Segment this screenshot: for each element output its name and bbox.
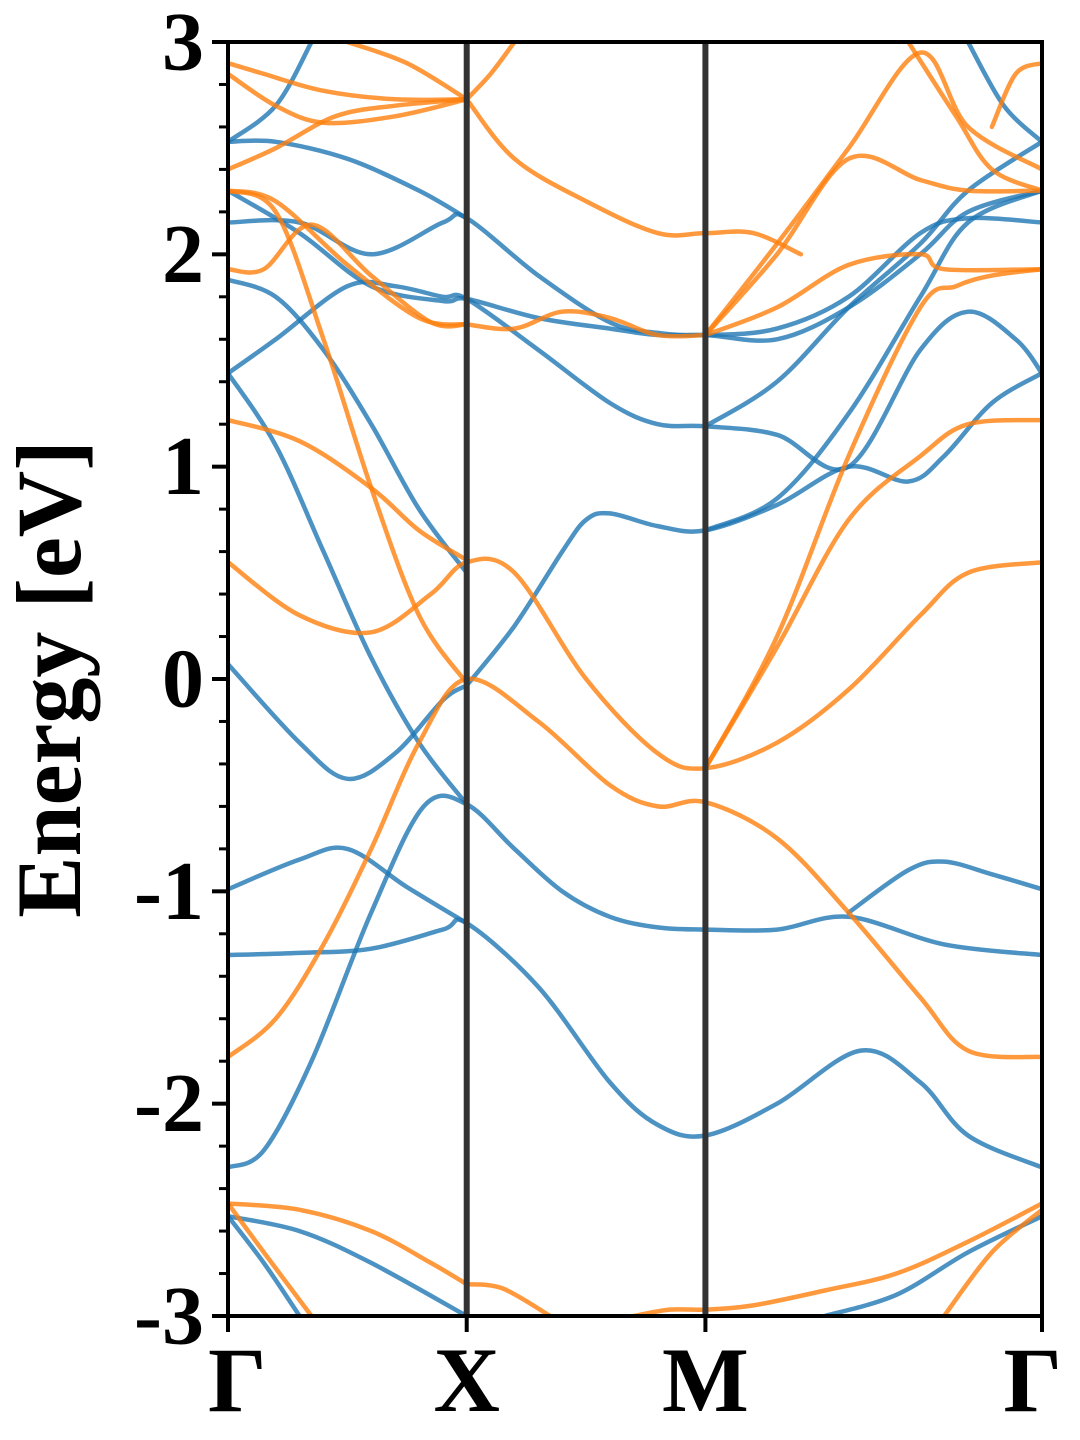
y-tick-label: -1 xyxy=(134,845,204,938)
y-tick-label: -3 xyxy=(134,1270,204,1363)
high-symmetry-lines xyxy=(463,42,709,1316)
band-line-spin-up-15 xyxy=(965,42,1042,145)
x-tick-label: Γ xyxy=(1003,1329,1062,1431)
band-line-spin-down-42 xyxy=(631,1201,1042,1316)
band-line-spin-up-3 xyxy=(464,370,1042,688)
band-line-spin-down-38 xyxy=(989,60,1042,130)
band-line-spin-up-1 xyxy=(228,917,1042,1170)
band-line-spin-down-31 xyxy=(228,60,469,103)
band-line-spin-up-14 xyxy=(703,139,1042,429)
band-line-spin-up-7 xyxy=(228,279,1042,472)
y-axis-label: Energy [eV] xyxy=(0,440,100,918)
y-tick-label: 3 xyxy=(162,0,204,89)
band-lines xyxy=(228,42,1042,1316)
band-line-spin-down-40 xyxy=(228,1201,314,1316)
band-line-spin-down-23 xyxy=(703,266,1042,771)
band-line-spin-up-8 xyxy=(228,277,469,576)
band-line-spin-down-43 xyxy=(941,1207,1042,1316)
band-line-spin-up-16 xyxy=(228,1213,302,1316)
band-line-spin-down-28 xyxy=(228,188,469,327)
x-tick-label: Γ xyxy=(208,1329,267,1431)
band-line-spin-down-30 xyxy=(228,71,469,126)
y-ticks: -3 -2 -1 0 1 2 3 xyxy=(134,0,228,1363)
band-line-spin-up-12 xyxy=(228,42,314,145)
x-tick-label: M xyxy=(662,1329,749,1431)
band-line-spin-up-17 xyxy=(228,1213,469,1316)
band-line-spin-down-34 xyxy=(464,97,804,257)
band-line-spin-down-27 xyxy=(703,251,1042,338)
band-line-spin-down-36 xyxy=(703,50,1042,338)
band-line-spin-up-13 xyxy=(703,188,1042,533)
y-tick-label: -2 xyxy=(134,1057,204,1150)
band-line-spin-down-20 xyxy=(228,556,1042,771)
x-tick-label: X xyxy=(433,1329,499,1431)
band-line-spin-up-5 xyxy=(846,859,1042,915)
band-line-spin-up-10 xyxy=(228,211,1042,338)
band-line-spin-up-4 xyxy=(228,845,469,926)
band-line-spin-down-21 xyxy=(228,417,469,563)
y-tick-label: 2 xyxy=(162,208,204,301)
band-line-spin-down-22 xyxy=(703,417,1042,771)
y-tick-label: 1 xyxy=(162,420,204,513)
band-line-spin-down-24 xyxy=(228,188,469,686)
y-tick-label: 0 xyxy=(162,633,204,726)
band-line-spin-up-11 xyxy=(228,138,469,221)
band-line-spin-down-35 xyxy=(703,153,1042,338)
band-line-spin-up-18 xyxy=(822,1213,1042,1316)
band-line-spin-down-19 xyxy=(228,676,1042,1060)
band-line-spin-down-33 xyxy=(464,42,517,102)
band-line-spin-down-41 xyxy=(464,1281,553,1316)
band-line-spin-down-39 xyxy=(228,1201,469,1287)
band-line-spin-down-37 xyxy=(906,42,1042,193)
band-line-spin-down-26 xyxy=(464,309,708,339)
band-line-spin-down-25 xyxy=(228,222,469,329)
band-line-spin-down-32 xyxy=(345,42,469,102)
band-line-spin-down-29 xyxy=(228,97,469,172)
band-line-spin-up-0 xyxy=(228,793,1042,1170)
